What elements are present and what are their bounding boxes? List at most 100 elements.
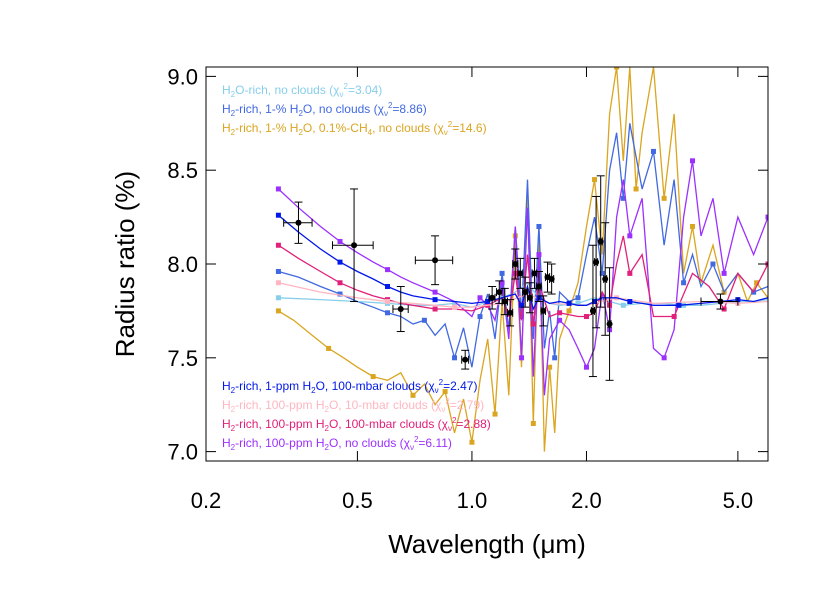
legend-text-part: 2: [325, 405, 330, 414]
series-marker-2: [452, 300, 458, 306]
series-marker-1: [599, 270, 605, 276]
series-3: [275, 158, 768, 396]
legend-text-part: 2: [231, 109, 236, 118]
legend-text-part: χ: [404, 436, 411, 450]
legend-text-part: =2.79): [450, 398, 484, 412]
legend-text-part: 2: [325, 424, 330, 433]
legend-text-part: O, no clouds (: [303, 102, 378, 116]
series-marker-1: [650, 148, 656, 154]
legend-text-part: 2: [298, 128, 303, 137]
series-marker-4: [557, 310, 563, 316]
series-marker-1: [452, 355, 458, 361]
legend-entry-top-1: H2-rich, 1-% H2O, no clouds (χν2=8.86): [222, 101, 427, 118]
series-marker-3: [385, 267, 391, 273]
series-marker-3: [627, 233, 633, 239]
series-marker-0: [661, 195, 667, 201]
legend-text-part: ν: [444, 128, 448, 137]
series-marker-1: [477, 314, 483, 320]
observation-marker: [432, 257, 439, 264]
legend-text-part: =6.11): [418, 436, 451, 450]
legend-text-part: 2: [343, 82, 348, 91]
series-marker-0: [275, 308, 281, 314]
legend-text-part: ν: [435, 386, 439, 395]
legend-text-part: 2: [231, 443, 236, 452]
legend-text-part: H: [222, 83, 231, 97]
legend-text-part: ν: [448, 424, 452, 433]
legend-entry-bottom-3: H2-rich, 100-ppm H2O, no clouds (χν2=6.1…: [222, 435, 452, 452]
legend-text-part: χ: [437, 121, 444, 135]
legend-text-part: 2: [448, 120, 453, 129]
observation-marker: [589, 307, 596, 314]
series-marker-0: [530, 420, 536, 426]
observation-marker: [517, 270, 524, 277]
observation-marker: [462, 356, 469, 363]
series-marker-0: [442, 389, 448, 395]
series-marker-3: [557, 317, 563, 323]
legend-text-part: ν: [410, 443, 414, 452]
observation-marker: [351, 242, 358, 249]
legend-text-part: O, no clouds (: [329, 436, 404, 450]
x-tick-label: 0.5: [342, 488, 373, 513]
series-marker-3: [499, 280, 505, 286]
series-marker-3: [519, 355, 525, 361]
series-marker-6: [385, 284, 391, 290]
series-marker-6: [676, 302, 682, 308]
series-marker-0: [370, 374, 376, 380]
series-marker-6: [337, 259, 343, 265]
legend-text-part: O, 100-mbar clouds (: [329, 417, 442, 431]
series-marker-1: [337, 291, 343, 297]
observation-point: [392, 286, 409, 333]
legend-text-part: -rich, 100-ppm H: [235, 417, 324, 431]
series-marker-0: [326, 345, 332, 351]
observation-marker: [535, 283, 542, 290]
series-marker-4: [530, 321, 536, 327]
series-marker-4: [337, 280, 343, 286]
series-marker-1: [499, 270, 505, 276]
series-line-3: [277, 160, 768, 396]
series-marker-0: [614, 67, 620, 70]
legend-text-part: O, 100-mbar clouds (: [316, 379, 429, 393]
legend-text-part: H: [222, 121, 231, 135]
legend-text-part: ν: [384, 109, 388, 118]
x-tick-label: 5.0: [723, 488, 754, 513]
legend-text-part: 2: [325, 443, 330, 452]
legend-layer: H2O-rich, no clouds (χν2=3.04)H2-rich, 1…: [222, 82, 491, 452]
observation-marker: [540, 307, 547, 314]
series-marker-0: [469, 439, 475, 445]
legend-text-part: 2: [231, 405, 236, 414]
observation-marker: [397, 306, 404, 313]
observation-point: [596, 175, 605, 308]
series-marker-1: [275, 269, 281, 275]
observation-marker: [295, 219, 302, 226]
legend-entry-bottom-2: H2-rich, 100-ppm H2O, 100-mbar clouds (χ…: [222, 416, 491, 433]
series-marker-1: [620, 195, 626, 201]
observation-point: [488, 286, 497, 310]
series-marker-3: [477, 295, 483, 301]
observation-point: [511, 248, 520, 280]
series-marker-0: [754, 280, 760, 286]
series-marker-0: [492, 411, 498, 417]
legend-text-part: H: [222, 102, 231, 116]
legend-text-part: 2: [388, 101, 393, 110]
series-marker-5: [275, 280, 281, 286]
series-marker-3: [661, 355, 667, 361]
legend-text-part: ν: [441, 405, 445, 414]
legend-text-part: =14.6): [452, 121, 486, 135]
observation-point: [414, 235, 454, 286]
series-marker-4: [275, 242, 281, 248]
y-tick-label: 7.0: [167, 440, 198, 465]
legend-text-part: H: [222, 398, 231, 412]
legend-text-part: , no clouds (: [372, 121, 437, 135]
observation-marker: [526, 294, 533, 301]
series-marker-6: [275, 212, 281, 218]
legend-text-part: =2.88): [456, 417, 490, 431]
observation-marker: [489, 294, 496, 301]
observation-marker: [496, 289, 503, 296]
series-marker-4: [583, 314, 589, 320]
y-tick-label: 8.5: [167, 158, 198, 183]
legend-text-part: =3.04): [348, 83, 382, 97]
legend-text-part: 2: [414, 435, 419, 444]
series-marker-6: [485, 299, 491, 305]
legend-text-part: 2: [445, 397, 450, 406]
legend-text-part: 2: [298, 109, 303, 118]
